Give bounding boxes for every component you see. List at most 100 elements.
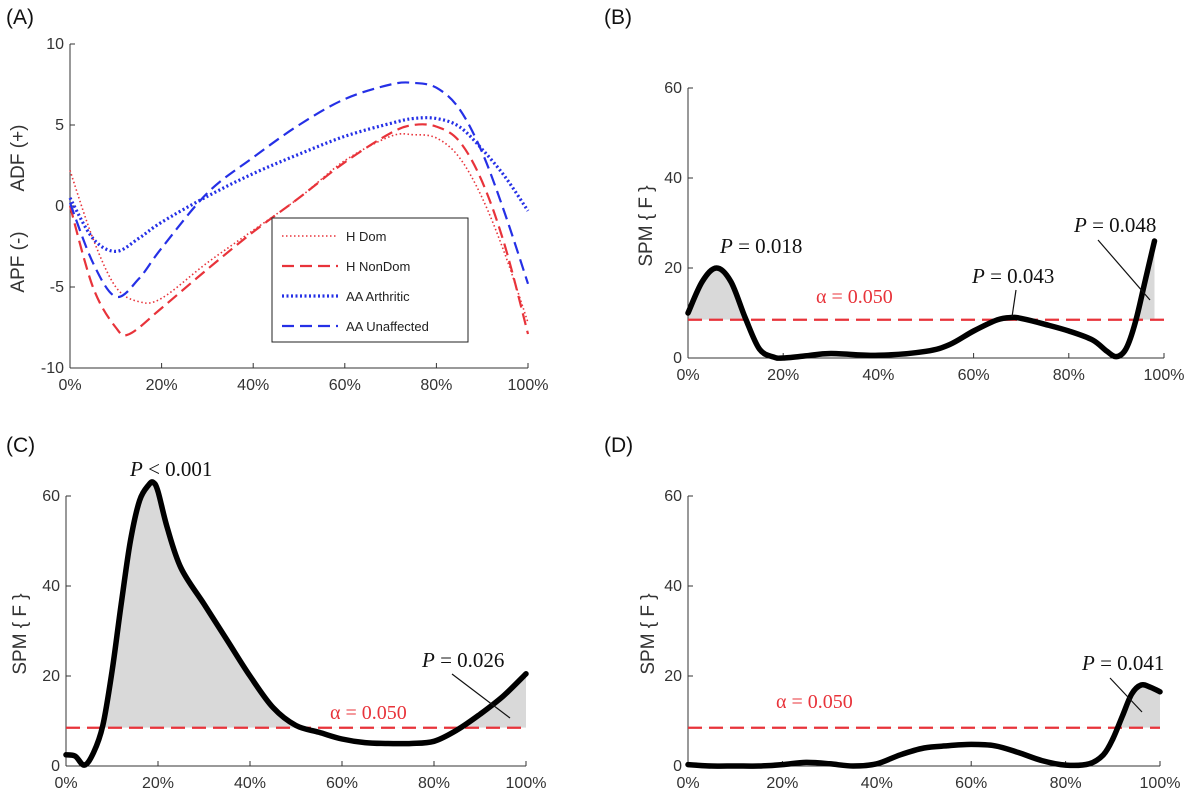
legend-label-h-dom: H Dom: [346, 229, 386, 244]
panel-d-x-tick-label: 60%: [955, 775, 987, 792]
svg-text:P = 0.043: P = 0.043: [971, 264, 1054, 288]
panel-a-y-tick-label: -10: [41, 360, 64, 377]
p-symbol: P: [1073, 213, 1087, 237]
panel-b-y-tick-label: 60: [664, 80, 682, 97]
panel-c-spm-curve: [63, 479, 529, 768]
p-symbol: P: [129, 457, 143, 481]
panel-c-x-tick-label: 40%: [234, 775, 266, 792]
panel-d-y-tick-label: 60: [664, 488, 682, 505]
annotation-leader-line: [451, 673, 511, 719]
p-symbol: P: [1081, 651, 1095, 675]
panel-b-x-tick-label: 0%: [676, 367, 699, 384]
panel-d-label: (D): [604, 434, 633, 457]
panel-b-suprathreshold-area: [688, 241, 1155, 320]
panel-b-y-tick-label: 40: [664, 170, 682, 187]
panel-b-axes: 0 20 40 60 0% 20% 40% 60% 80% 100%: [664, 80, 1184, 384]
panel-d-y-tick-label: 0: [673, 758, 682, 775]
panel-d-x-tick-label: 20%: [766, 775, 798, 792]
panel-d-curve: [685, 681, 1163, 769]
panel-c-y-tick-label: 0: [51, 758, 60, 775]
legend-label-aa-arthritic: AA Arthritic: [346, 289, 410, 304]
panel-a-x-tick-label: 60%: [329, 377, 361, 394]
panel-c-curve: [63, 479, 529, 768]
series-h-dom: [69, 132, 529, 323]
panel-d-y-tick-label: 20: [664, 668, 682, 685]
panel-b-x-tick-label: 20%: [767, 367, 799, 384]
panel-d-annotation-1: P = 0.041: [1081, 651, 1164, 713]
legend-box: [271, 217, 469, 343]
panel-b-y-tick-label: 0: [673, 350, 682, 367]
panel-a-y-tick-label: 0: [55, 198, 64, 215]
panel-c-x-tick-label: 80%: [418, 775, 450, 792]
legend-label-aa-unaffected: AA Unaffected: [346, 319, 429, 334]
panel-c-x-tick-label: 20%: [142, 775, 174, 792]
svg-text:P = 0.018: P = 0.018: [719, 234, 802, 258]
panel-b-annotation-1: P = 0.018: [719, 234, 802, 258]
panel-d-ylabel: SPM { F }: [638, 593, 659, 674]
panel-c-x-tick-label: 60%: [326, 775, 358, 792]
panel-a-y-tick-label: -5: [50, 279, 64, 296]
panel-b-label: (B): [604, 6, 632, 29]
panel-b-ylabel: SPM { F }: [636, 185, 657, 266]
p-value: = 0.026: [435, 648, 505, 672]
panel-b-annotation-3: P = 0.048: [1073, 213, 1156, 301]
panel-a-ylabel-top: ADF (+): [8, 124, 29, 191]
panel-a-x-tick-label: 80%: [420, 377, 452, 394]
p-value: < 0.001: [143, 457, 213, 481]
p-value: = 0.048: [1087, 213, 1157, 237]
panel-c-annotation-1: P < 0.001: [129, 457, 212, 481]
panel-c-axes: 0 20 40 60 0% 20% 40% 60% 80% 100%: [42, 488, 546, 792]
panel-a-y-tick-label: 5: [55, 117, 64, 134]
svg-text:P = 0.048: P = 0.048: [1073, 213, 1156, 237]
annotation-leader-line: [1097, 239, 1151, 301]
p-value: = 0.043: [985, 264, 1055, 288]
panel-c-suprathreshold-area: [102, 481, 526, 728]
panel-a-x-tick-label: 20%: [146, 377, 178, 394]
p-value: = 0.041: [1095, 651, 1165, 675]
panel-b-shading: [688, 241, 1155, 320]
panel-c-alpha-label: α = 0.050: [330, 702, 407, 724]
panel-b-curve: [685, 238, 1158, 361]
annotation-leader-line: [1011, 289, 1017, 318]
series-h-nondom: [68, 123, 530, 337]
panel-a-series: [68, 81, 530, 337]
panel-c-y-tick-label: 20: [42, 668, 60, 685]
panel-a-ylabel-bottom: APF (-): [8, 231, 29, 292]
panel-a-x-tick-label: 0%: [58, 377, 81, 394]
p-value: = 0.018: [733, 234, 803, 258]
panel-c-shading: [102, 481, 526, 728]
panel-b-x-tick-label: 100%: [1144, 367, 1185, 384]
p-symbol: P: [719, 234, 733, 258]
panel-d-suprathreshold-area: [1117, 684, 1160, 728]
panel-d-alpha-label: α = 0.050: [776, 691, 853, 713]
panel-b-y-tick-label: 20: [664, 260, 682, 277]
series-aa-unaffected: [68, 81, 530, 299]
series-aa-arthritic: [68, 116, 530, 254]
panel-d-spm-curve: [685, 681, 1163, 769]
panel-a-label: (A): [6, 6, 34, 29]
panel-a-x-tick-label: 100%: [508, 377, 549, 394]
panel-b-annotation-2: P = 0.043: [971, 264, 1054, 318]
panel-b-x-tick-label: 60%: [958, 367, 990, 384]
panel-a-y-tick-label: 10: [46, 36, 64, 53]
panel-c-annotation-2: P = 0.026: [421, 648, 511, 719]
panel-d-shading: [1117, 684, 1160, 728]
legend-label-h-nondom: H NonDom: [346, 259, 410, 274]
panel-b-x-tick-label: 40%: [862, 367, 894, 384]
panel-d-y-tick-label: 40: [664, 578, 682, 595]
panel-c-y-tick-label: 60: [42, 488, 60, 505]
svg-text:P < 0.001: P < 0.001: [129, 457, 212, 481]
p-symbol: P: [971, 264, 985, 288]
panel-c-label: (C): [6, 434, 35, 457]
panel-b-alpha-label: α = 0.050: [816, 286, 893, 308]
annotation-leader-line: [1109, 677, 1143, 713]
svg-text:P = 0.026: P = 0.026: [421, 648, 504, 672]
svg-text:P = 0.041: P = 0.041: [1081, 651, 1164, 675]
panel-d-x-tick-label: 0%: [676, 775, 699, 792]
